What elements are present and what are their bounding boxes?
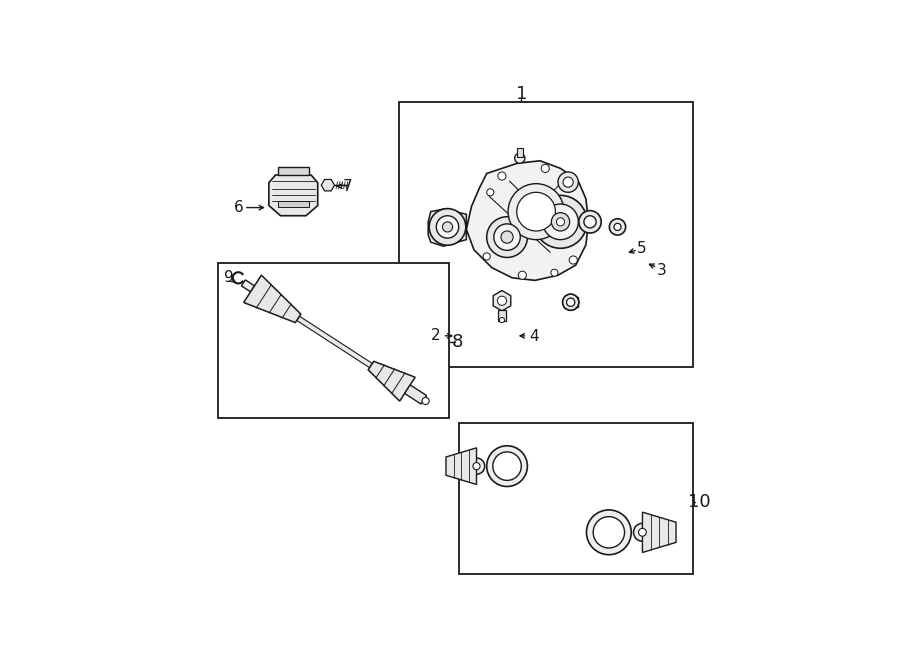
Circle shape bbox=[500, 317, 505, 323]
Circle shape bbox=[508, 184, 564, 240]
Circle shape bbox=[638, 528, 646, 536]
Circle shape bbox=[556, 217, 564, 226]
Text: 8: 8 bbox=[452, 333, 464, 352]
Circle shape bbox=[541, 165, 549, 173]
Circle shape bbox=[498, 296, 507, 305]
Circle shape bbox=[579, 211, 601, 233]
Polygon shape bbox=[446, 447, 476, 485]
Polygon shape bbox=[278, 167, 309, 175]
Polygon shape bbox=[269, 175, 318, 215]
Polygon shape bbox=[493, 291, 511, 311]
Polygon shape bbox=[466, 161, 589, 280]
Text: 5: 5 bbox=[637, 241, 647, 256]
Circle shape bbox=[587, 510, 631, 555]
Circle shape bbox=[567, 298, 575, 306]
Polygon shape bbox=[428, 209, 466, 247]
Circle shape bbox=[634, 524, 652, 541]
Circle shape bbox=[468, 458, 485, 475]
Text: 6: 6 bbox=[233, 200, 243, 215]
Text: 3: 3 bbox=[656, 262, 666, 278]
Polygon shape bbox=[244, 275, 301, 323]
Circle shape bbox=[517, 192, 555, 231]
Text: 7: 7 bbox=[342, 178, 352, 194]
Circle shape bbox=[436, 215, 459, 238]
Bar bbox=[517, 147, 523, 157]
Circle shape bbox=[493, 452, 521, 481]
Polygon shape bbox=[643, 512, 676, 553]
Circle shape bbox=[562, 294, 579, 311]
Circle shape bbox=[584, 215, 596, 228]
Circle shape bbox=[543, 204, 579, 240]
Bar bbox=[499, 310, 506, 321]
Circle shape bbox=[483, 253, 490, 260]
Circle shape bbox=[558, 172, 579, 192]
Circle shape bbox=[534, 196, 587, 249]
Circle shape bbox=[593, 517, 625, 548]
Circle shape bbox=[443, 222, 453, 232]
Circle shape bbox=[487, 446, 527, 486]
Polygon shape bbox=[321, 179, 335, 191]
Text: 9: 9 bbox=[224, 270, 234, 286]
Circle shape bbox=[501, 231, 513, 243]
Circle shape bbox=[515, 153, 525, 163]
Circle shape bbox=[552, 213, 570, 231]
Polygon shape bbox=[241, 280, 255, 292]
Circle shape bbox=[609, 219, 626, 235]
Circle shape bbox=[567, 298, 575, 306]
Polygon shape bbox=[368, 362, 415, 401]
Circle shape bbox=[551, 269, 558, 276]
Text: 4: 4 bbox=[529, 329, 539, 344]
Bar bbox=[400, 102, 693, 367]
Circle shape bbox=[498, 172, 506, 180]
Text: 1: 1 bbox=[516, 85, 527, 102]
Circle shape bbox=[429, 209, 466, 245]
Bar bbox=[459, 423, 693, 574]
Bar bbox=[218, 262, 448, 418]
Text: 10: 10 bbox=[688, 492, 711, 511]
Circle shape bbox=[518, 271, 526, 280]
Polygon shape bbox=[297, 316, 373, 368]
Circle shape bbox=[494, 224, 520, 251]
Circle shape bbox=[473, 463, 480, 470]
Circle shape bbox=[569, 256, 577, 264]
Polygon shape bbox=[405, 385, 427, 404]
Circle shape bbox=[487, 217, 527, 258]
Circle shape bbox=[487, 189, 494, 196]
Circle shape bbox=[422, 397, 429, 405]
Text: 2: 2 bbox=[430, 329, 440, 343]
Bar bbox=[563, 297, 578, 307]
Circle shape bbox=[563, 177, 573, 187]
Bar bbox=[278, 202, 309, 207]
Circle shape bbox=[614, 223, 621, 231]
